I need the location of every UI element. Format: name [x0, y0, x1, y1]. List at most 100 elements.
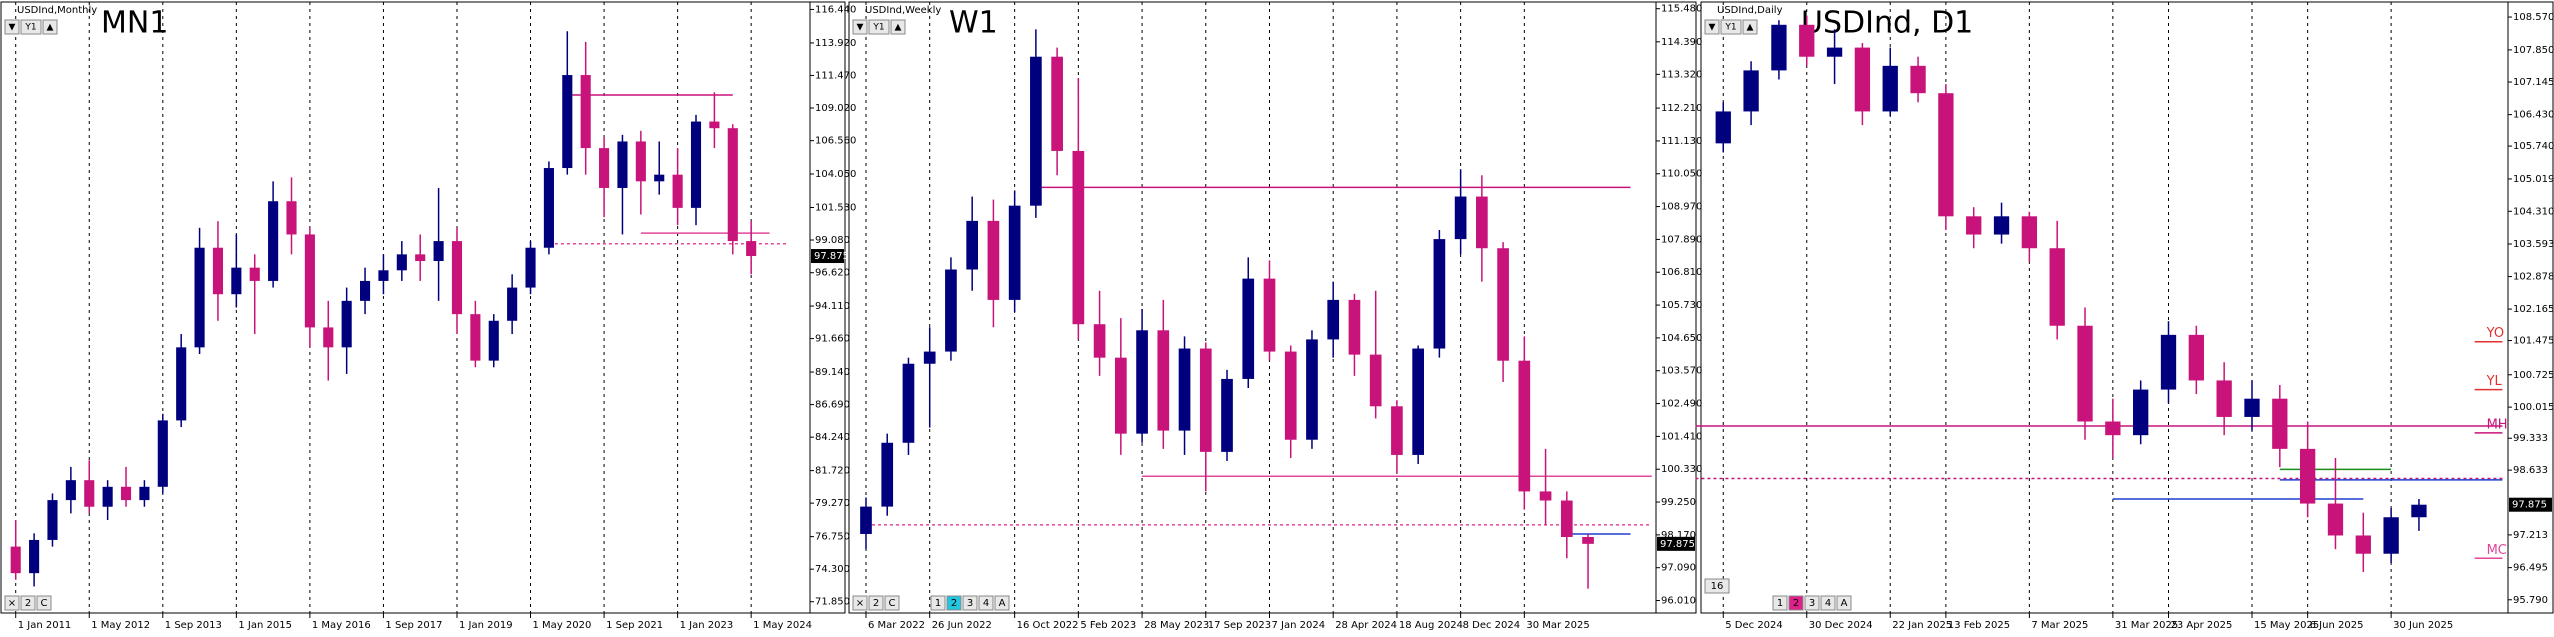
- timeframe-button[interactable]: [852, 595, 868, 611]
- toolbar-button[interactable]: [20, 19, 42, 35]
- timeframe-button-label[interactable]: 1: [1777, 598, 1783, 609]
- x-tick-label: 31 Mar 2025: [2115, 620, 2178, 631]
- x-tick-label: 28 Apr 2024: [1335, 620, 1397, 631]
- candle-body: [1518, 360, 1531, 492]
- x-tick-label: 30 Mar 2025: [1526, 620, 1589, 631]
- timeframe-button[interactable]: [930, 595, 946, 611]
- y-tick-label: 96.010: [1661, 596, 1696, 607]
- timeframe-button-label[interactable]: 3: [1809, 598, 1815, 609]
- timeframe-button[interactable]: [1804, 595, 1820, 611]
- timeframe-button-label[interactable]: ×: [856, 598, 864, 609]
- candle-body: [84, 480, 95, 507]
- toolbar-button[interactable]: [1742, 19, 1758, 35]
- toolbar-button[interactable]: [852, 19, 868, 35]
- candle-body: [396, 254, 407, 271]
- timeframe-button-label[interactable]: C: [889, 598, 896, 609]
- x-tick-label: 7 Mar 2025: [2031, 620, 2088, 631]
- y-tick-label: 94.110: [815, 301, 850, 312]
- toolbar-button-label[interactable]: ▼: [1709, 23, 1716, 33]
- timeframe-button[interactable]: [1836, 595, 1852, 611]
- timeframe-button[interactable]: [994, 595, 1010, 611]
- toolbar-button-label[interactable]: ▲: [47, 23, 54, 33]
- candle-body: [2355, 535, 2371, 554]
- timeframe-button[interactable]: [1788, 595, 1804, 611]
- toolbar-button-label[interactable]: ▼: [9, 23, 16, 33]
- candle-body: [1178, 348, 1191, 431]
- candle-body: [1391, 406, 1403, 455]
- candle-body: [102, 486, 113, 507]
- x-tick-label: 17 Sep 2023: [1208, 620, 1271, 631]
- toolbar-button[interactable]: [42, 19, 58, 35]
- timeframe-button-label[interactable]: A: [1841, 598, 1848, 609]
- timeframe-label: W1: [949, 6, 998, 41]
- toolbar-button[interactable]: [1720, 19, 1742, 35]
- toolbar-button-label[interactable]: ▼: [857, 23, 864, 33]
- timeframe-label: USDInd, D1: [1801, 6, 1973, 41]
- chart-panel: 6 Mar 2022 26 Jun 2022 16 Oct 2022 5 Feb 20…: [848, 1, 1702, 631]
- candle-body: [2105, 421, 2121, 436]
- candle-body: [987, 220, 1000, 300]
- toolbar-button[interactable]: [1704, 19, 1720, 35]
- timeframe-button-label[interactable]: A: [999, 598, 1006, 609]
- timeframe-button-label[interactable]: 2: [951, 598, 957, 609]
- timeframe-button-label[interactable]: 3: [967, 598, 973, 609]
- timeframe-button-label[interactable]: 2: [873, 598, 879, 609]
- timeframe-button[interactable]: [20, 595, 36, 611]
- timeframe-button-label[interactable]: C: [41, 598, 48, 609]
- timeframe-button[interactable]: [1704, 578, 1730, 594]
- last-price-label: 97.875: [2512, 500, 2547, 511]
- toolbar-button-label[interactable]: Y1: [1724, 23, 1736, 33]
- candle-body: [860, 506, 872, 534]
- candle-body: [1854, 47, 1871, 112]
- toolbar-button[interactable]: [868, 19, 890, 35]
- timeframe-button-label[interactable]: 4: [983, 598, 989, 609]
- timeframe-button[interactable]: [1820, 595, 1836, 611]
- timeframe-button[interactable]: [1772, 595, 1788, 611]
- timeframe-button[interactable]: [946, 595, 962, 611]
- timeframe-label: MN1: [101, 6, 168, 41]
- toolbar-button[interactable]: [4, 19, 20, 35]
- timeframe-button-label[interactable]: ×: [8, 598, 16, 609]
- y-tick-label: 115.480: [1661, 4, 1702, 15]
- timeframe-button[interactable]: [962, 595, 978, 611]
- x-tick-label: 22 Jan 2025: [1892, 620, 1952, 631]
- y-tick-label: 97.213: [2513, 530, 2548, 541]
- timeframe-button-label[interactable]: 1: [935, 598, 941, 609]
- candle-body: [120, 486, 132, 501]
- candle-body: [304, 234, 315, 328]
- y-tick-label: 96.620: [815, 268, 850, 279]
- x-tick-label: 13 Feb 2025: [1948, 620, 2010, 631]
- timeframe-button[interactable]: [4, 595, 20, 611]
- candle-body: [2133, 389, 2149, 436]
- toolbar-button-label[interactable]: Y1: [872, 23, 884, 33]
- x-tick-label: 1 Sep 2013: [165, 620, 222, 631]
- timeframe-button-label[interactable]: 16: [1711, 581, 1724, 592]
- level-label: YL: [2486, 374, 2503, 389]
- x-tick-label: 5 Dec 2024: [1725, 620, 1783, 631]
- candle-body: [1093, 324, 1106, 358]
- toolbar-button-label[interactable]: ▲: [1747, 23, 1754, 33]
- level-label: MC: [2487, 543, 2507, 558]
- timeframe-button[interactable]: [978, 595, 994, 611]
- timeframe-button[interactable]: [36, 595, 52, 611]
- toolbar-button-label[interactable]: ▲: [895, 23, 902, 33]
- candle-body: [451, 241, 463, 315]
- plot-frame: [1700, 1, 2554, 614]
- timeframe-button-label[interactable]: 2: [1793, 598, 1799, 609]
- y-tick-label: 105.740: [2513, 141, 2554, 152]
- toolbar-button[interactable]: [890, 19, 906, 35]
- candle-body: [1882, 65, 1898, 112]
- symbol-label: USDInd,Weekly: [865, 5, 941, 16]
- timeframe-button[interactable]: [884, 595, 900, 611]
- timeframe-button-label[interactable]: 2: [25, 598, 31, 609]
- toolbar-button-label[interactable]: Y1: [24, 23, 36, 33]
- x-tick-label: 16 Oct 2022: [1017, 620, 1079, 631]
- candle-body: [507, 287, 518, 321]
- timeframe-button-label[interactable]: 4: [1825, 598, 1831, 609]
- timeframe-button[interactable]: [868, 595, 884, 611]
- y-tick-label: 106.430: [2513, 110, 2554, 121]
- candle-body: [415, 254, 426, 262]
- candle-body: [2383, 517, 2399, 554]
